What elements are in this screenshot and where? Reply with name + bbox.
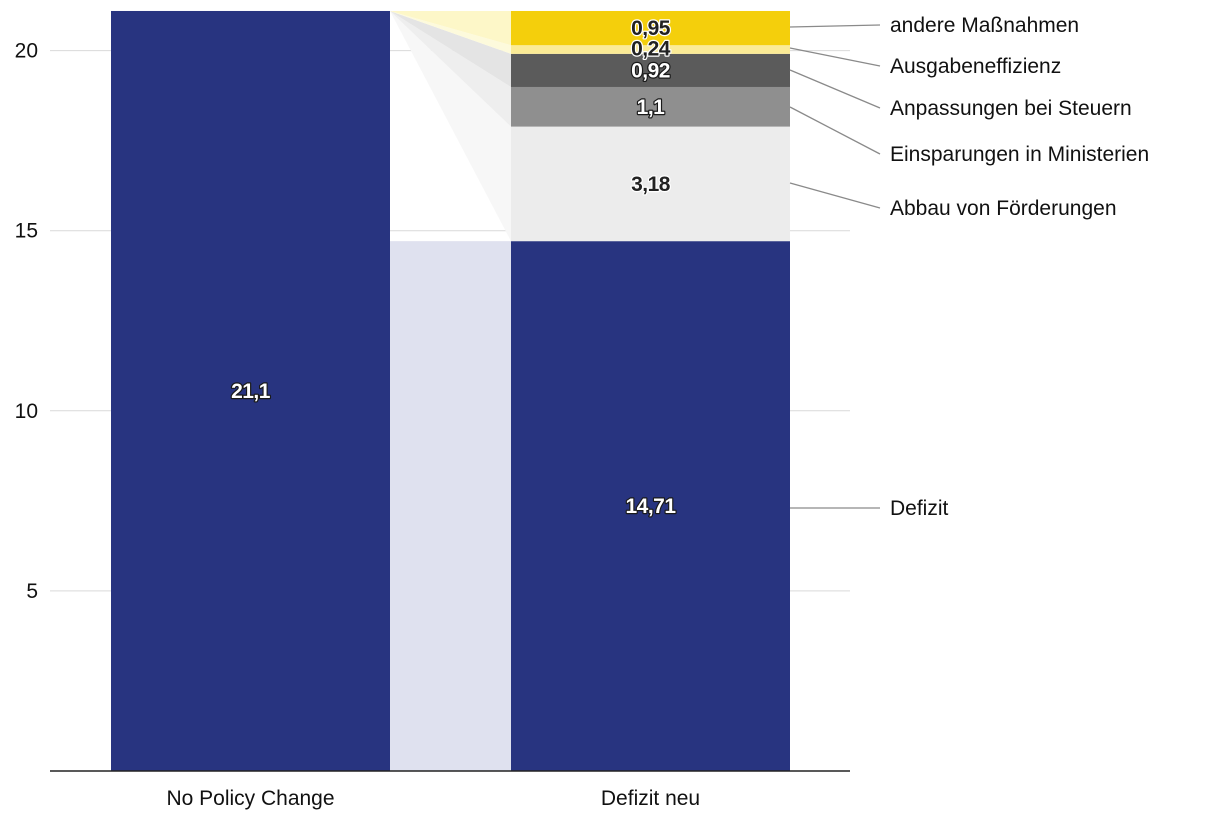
y-axis: 5 10 15 20: [15, 40, 850, 772]
leader-line: [789, 24, 881, 28]
bar-segment: [511, 241, 790, 771]
legend-entry: Ausgabeneffizienz: [890, 55, 1061, 78]
bar-segment: [511, 86, 790, 127]
data-label: 3,18: [631, 173, 671, 196]
legend-entry: Anpassungen bei Steuern: [890, 97, 1132, 120]
connector-deficit: [390, 241, 511, 771]
connector-wedge: [390, 10, 511, 127]
bar-segment: [111, 10, 390, 771]
connector-wedge: [390, 10, 511, 87]
y-tick-label: 20: [15, 40, 38, 63]
x-axis: No Policy Change Defizit neu: [166, 787, 700, 810]
y-tick-label: 5: [26, 580, 38, 603]
value-labels: 21,1 14,71 3,18 1,1 0,920,240,95: [230, 16, 678, 519]
legend-entry: Defizit: [890, 497, 949, 520]
data-label: 1,1: [637, 96, 666, 119]
data-label: 21,1: [231, 380, 271, 403]
connector-wedge: [390, 10, 511, 46]
bar-segment: [511, 126, 790, 242]
bar-segment: [511, 45, 790, 54]
x-tick-label: Defizit neu: [601, 787, 700, 810]
data-label: 0,24: [631, 38, 671, 61]
data-label: 0,95: [631, 17, 671, 40]
connector-wedge: [390, 10, 511, 242]
leader-line: [789, 182, 881, 209]
data-label: 0,92: [631, 59, 670, 82]
leader-line: [789, 69, 881, 109]
data-label: 14,71: [625, 495, 676, 518]
legend-entry: Abbau von Förderungen: [890, 197, 1117, 220]
connectors: [390, 10, 511, 771]
y-tick-label: 10: [15, 400, 38, 423]
leader-line: [789, 106, 881, 155]
bar-segment: [511, 53, 790, 87]
bars: [111, 10, 790, 771]
x-tick-label: No Policy Change: [166, 787, 334, 810]
connector-wedge: [390, 10, 511, 54]
legend: Defizit Abbau von Förderungen Einsparungen…: [789, 14, 1149, 520]
y-tick-label: 15: [15, 220, 38, 243]
bar-segment: [511, 10, 790, 46]
legend-entry: andere Maßnahmen: [890, 14, 1079, 37]
leader-line: [789, 47, 881, 67]
legend-entry: Einsparungen in Ministerien: [890, 143, 1149, 166]
